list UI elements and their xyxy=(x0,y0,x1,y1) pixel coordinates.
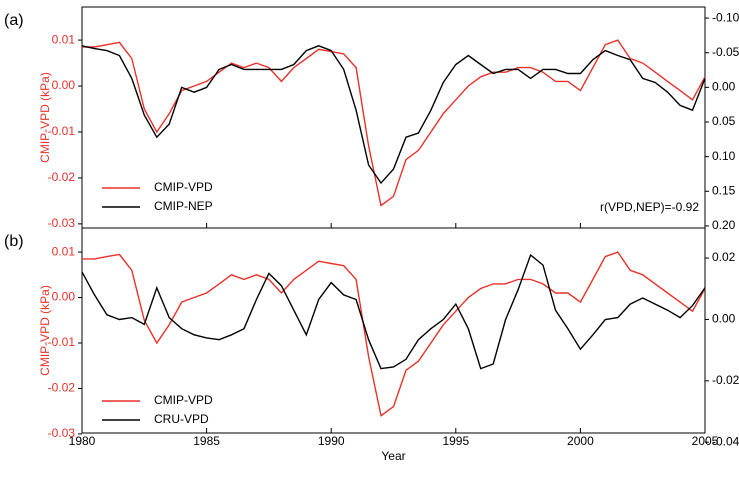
plot-frame xyxy=(81,227,706,434)
y2-tick-label: 0.05 xyxy=(712,114,736,128)
legend-label: CMIP-VPD xyxy=(154,393,213,407)
y2-tick-label: 0.00 xyxy=(712,80,736,94)
y2-tick-label: 0.10 xyxy=(712,149,736,163)
y-tick-label: 0.01 xyxy=(52,32,76,46)
panel-label: (b) xyxy=(4,233,24,250)
x-tick-label: 2005 xyxy=(692,434,719,448)
y2-tick-label: -0.05 xyxy=(712,45,739,59)
y2-tick-label: 0.02 xyxy=(712,250,736,264)
y-axis-label: CMIP-VPD (kPa) xyxy=(38,285,52,376)
panel-label: (a) xyxy=(4,12,24,29)
y2-tick-label: -0.04 xyxy=(712,434,739,448)
y-tick-label: -0.03 xyxy=(48,426,76,440)
y-tick-label: -0.02 xyxy=(48,381,76,395)
legend-label: CMIP-NEP xyxy=(154,199,213,213)
annotation: r(VPD,NEP)=-0.92 xyxy=(600,200,699,214)
x-tick-label: 1995 xyxy=(442,434,469,448)
y2-tick-label: 0.20 xyxy=(712,218,736,232)
series-line xyxy=(81,253,706,370)
x-tick-label: 1985 xyxy=(193,434,220,448)
y2-tick-label: -0.02 xyxy=(712,373,739,387)
x-axis-label: Year xyxy=(381,449,405,463)
legend-label: CRU-VPD xyxy=(154,412,209,426)
y-axis-label: CMIP-VPD (kPa) xyxy=(38,72,52,163)
x-tick-label: 1980 xyxy=(69,434,96,448)
y-tick-label: 0.00 xyxy=(52,78,76,92)
series-line xyxy=(81,45,706,185)
x-tick-label: 1990 xyxy=(318,434,345,448)
legend-label: CMIP-VPD xyxy=(154,180,213,194)
y-tick-label: 0.01 xyxy=(52,244,76,258)
y-tick-label: -0.03 xyxy=(48,216,76,230)
y-tick-label: -0.02 xyxy=(48,170,76,184)
series-line xyxy=(82,251,706,417)
y-tick-label: -0.01 xyxy=(48,335,76,349)
y-tick-label: -0.01 xyxy=(48,124,76,138)
x-tick-label: 2000 xyxy=(567,434,594,448)
y2-tick-label: -0.10 xyxy=(712,10,739,24)
y2-tick-label: 0.15 xyxy=(712,183,736,197)
y2-tick-label: 0.00 xyxy=(712,312,736,326)
y-tick-label: 0.00 xyxy=(52,290,76,304)
